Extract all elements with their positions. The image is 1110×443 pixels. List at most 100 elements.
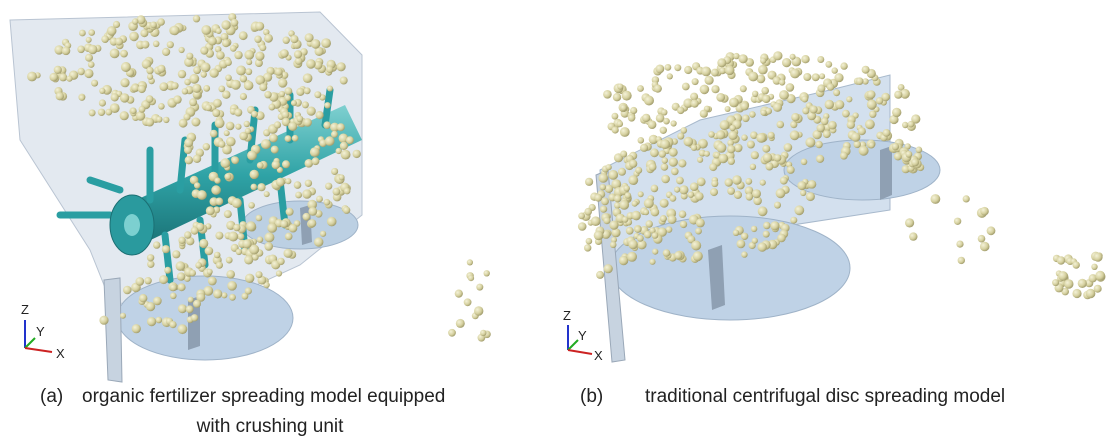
particle (637, 85, 644, 92)
particle (749, 111, 756, 118)
particle (231, 156, 239, 164)
particle (340, 142, 348, 150)
particle (779, 79, 785, 85)
particle (215, 118, 225, 128)
particle (146, 67, 153, 74)
particle (99, 88, 105, 94)
particle (206, 206, 215, 215)
particle (245, 274, 254, 283)
particle (729, 98, 739, 108)
particle (294, 181, 302, 189)
particle (635, 167, 642, 174)
particle (98, 109, 105, 116)
particle (285, 87, 293, 95)
particle (456, 319, 465, 328)
particle (758, 65, 768, 75)
particle (725, 66, 735, 76)
particle (244, 121, 250, 127)
particle (222, 91, 230, 99)
particle (842, 110, 850, 118)
particle (188, 297, 194, 303)
particle (777, 121, 785, 129)
particle (801, 55, 809, 63)
particle (649, 259, 655, 265)
particle (628, 240, 637, 249)
particle (648, 120, 657, 129)
particle (603, 90, 612, 99)
particle (234, 51, 242, 59)
particle (716, 130, 725, 139)
particle (656, 65, 665, 74)
caption: organic fertilizer spreading model equip… (82, 386, 445, 407)
particle (797, 181, 806, 190)
particle (474, 306, 483, 315)
particle (704, 151, 710, 157)
particle (178, 324, 188, 334)
particle (632, 201, 638, 207)
particle (476, 284, 483, 291)
particle (464, 298, 472, 306)
particle (147, 317, 156, 326)
particle (612, 113, 619, 120)
particle (609, 221, 618, 230)
particle (620, 105, 627, 112)
particle (840, 62, 847, 69)
particle (144, 277, 151, 284)
particle (189, 74, 199, 84)
particle (193, 155, 201, 163)
particle (1093, 253, 1102, 262)
particle (905, 218, 914, 227)
particle (132, 324, 141, 333)
particle (718, 154, 728, 164)
particle (121, 62, 131, 72)
particle (353, 150, 361, 158)
particle (153, 41, 160, 48)
particle (660, 127, 667, 134)
particle (467, 259, 473, 265)
particle (177, 272, 185, 280)
particle (156, 116, 162, 122)
particle (316, 196, 323, 203)
particle (312, 157, 320, 165)
particle (916, 147, 923, 154)
particle (742, 115, 750, 123)
particle (282, 111, 290, 119)
particle (696, 218, 705, 227)
particle (307, 107, 316, 116)
particle (746, 193, 754, 201)
plate (104, 278, 122, 382)
particle (1072, 289, 1081, 298)
particle (184, 231, 191, 238)
particle (284, 249, 293, 258)
particle (578, 222, 587, 231)
axis-label: Z (563, 308, 571, 323)
particle (763, 231, 770, 238)
particle (624, 185, 630, 191)
particle (700, 85, 710, 95)
particle (819, 73, 825, 79)
particle (911, 158, 919, 166)
particle (339, 174, 345, 180)
particle (240, 75, 247, 82)
particle (815, 141, 822, 148)
particle (810, 106, 818, 114)
particle (816, 155, 824, 163)
particle (308, 219, 316, 227)
particle (147, 254, 154, 261)
particle (834, 73, 843, 82)
particle (711, 85, 719, 93)
particle (668, 215, 677, 224)
particle (680, 221, 687, 228)
particle (751, 226, 757, 232)
particle (640, 144, 648, 152)
particle (752, 91, 758, 97)
particle (146, 118, 155, 127)
particle (1058, 271, 1068, 281)
particle (800, 190, 806, 196)
particle (480, 330, 486, 336)
axis-label: Z (21, 302, 29, 317)
particle (269, 134, 278, 143)
particle (295, 192, 302, 199)
particle (628, 114, 636, 122)
particle (622, 91, 632, 101)
